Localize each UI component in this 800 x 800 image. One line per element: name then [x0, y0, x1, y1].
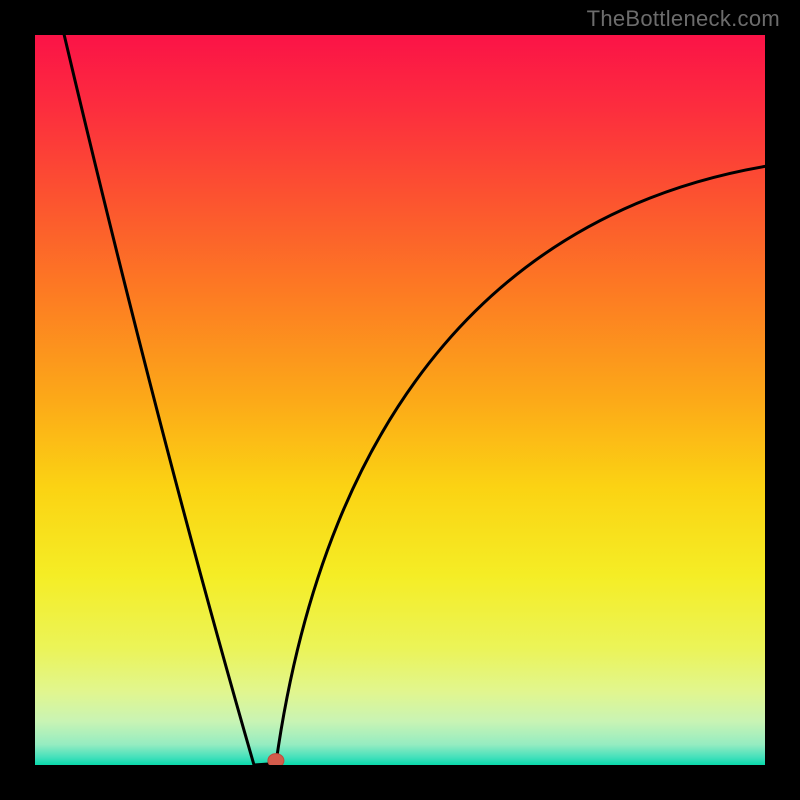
marker-dot — [268, 754, 284, 765]
plot-area — [35, 35, 765, 765]
bottleneck-chart — [35, 35, 765, 765]
watermark-text: TheBottleneck.com — [587, 6, 780, 32]
gradient-background — [35, 35, 765, 765]
